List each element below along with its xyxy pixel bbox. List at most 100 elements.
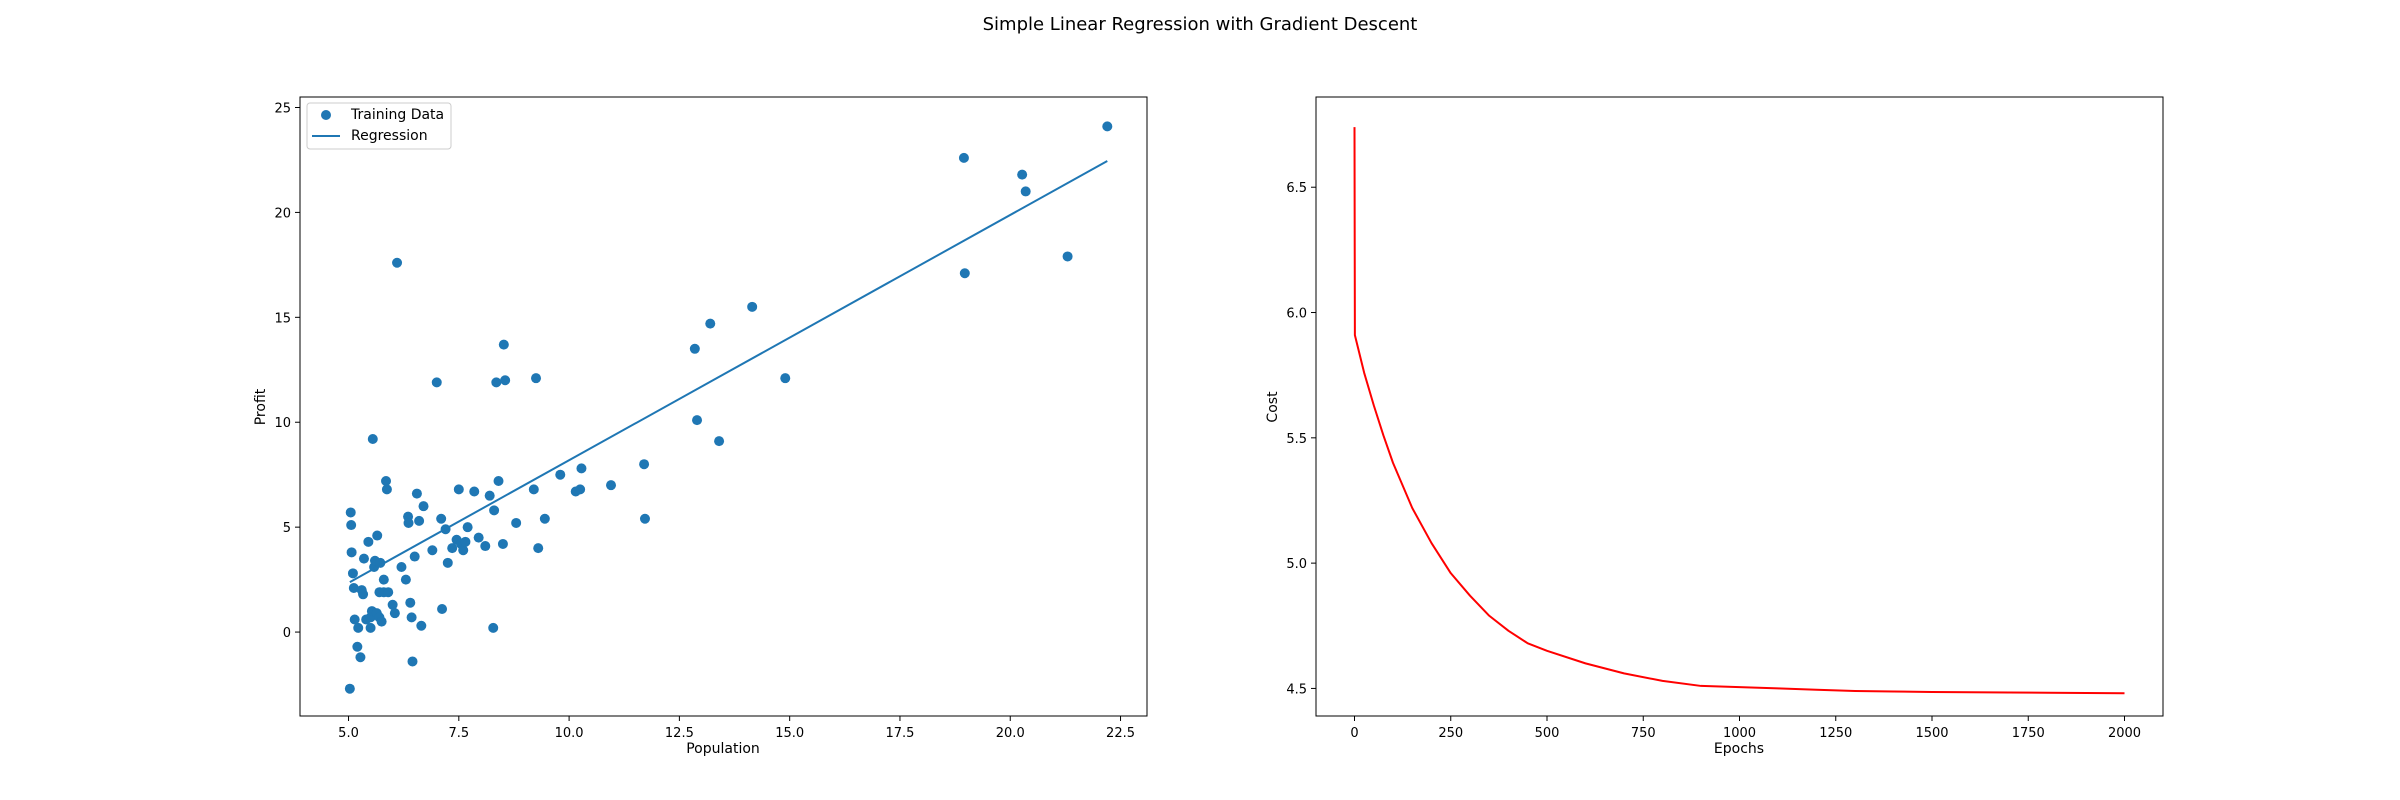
right-y-tick-label: 6.5 [1286,181,1307,196]
data-point [358,589,369,600]
left-y-tick-label: 5 [283,521,291,536]
data-point [345,507,356,518]
data-point [431,377,442,388]
data-point [367,434,378,445]
data-point [1017,169,1028,180]
right-data-marks [1353,127,2125,695]
data-point [1102,121,1113,132]
legend-label-training-data: Training Data [350,107,444,123]
data-point [378,574,389,585]
data-point [447,543,458,554]
data-point [383,587,394,598]
right-y-tick-label: 5.5 [1286,432,1307,447]
data-point [689,343,700,354]
right-x-tick-label: 500 [1535,726,1560,741]
right-y-tick-label: 6.0 [1286,307,1307,322]
scatter-regression-plot: 5.0 7.5 10.0 12.5 15.0 17.5 20.0 22.5 0 5 10 15 20 2… [253,96,1148,757]
data-point [372,530,383,541]
right-y-axis-label: Cost [1265,391,1281,423]
data-point [705,318,716,329]
data-point [411,488,422,499]
left-x-tick-label: 20.0 [996,726,1025,741]
data-point [473,532,484,543]
data-point [347,568,358,579]
left-y-axis-label: Profit [253,388,269,425]
legend: Training Data Regression [306,102,452,150]
left-y-tick-label: 25 [274,101,291,116]
left-x-tick-label: 5.0 [338,726,359,741]
data-point [348,583,359,594]
data-point [576,463,587,474]
data-point [714,436,725,447]
data-point [358,553,369,564]
data-point [500,375,511,386]
left-x-axis-label: Population [686,741,760,757]
left-x-tick-label: 17.5 [885,726,914,741]
data-point [365,622,376,633]
data-point [533,543,544,554]
left-y-tick-label: 15 [274,311,291,326]
right-axes-frame [1315,96,2164,717]
data-point [747,301,758,312]
legend-scatter-marker [321,110,331,120]
right-x-tick-label: 1500 [1915,726,1948,741]
data-point [353,622,364,633]
left-axes-frame [299,96,1148,717]
data-point [442,557,453,568]
data-point [575,484,586,495]
data-point [453,484,464,495]
data-point [346,520,357,531]
left-data-marks [344,121,1113,694]
right-x-tick-label: 0 [1350,726,1358,741]
data-point [511,517,522,528]
data-point [346,547,357,558]
right-x-tick-label: 1000 [1723,726,1756,741]
data-point [406,612,417,623]
data-point [375,557,386,568]
data-point [409,551,420,562]
data-point [639,513,650,524]
data-point [555,469,566,480]
data-point [692,415,703,426]
data-point [497,538,508,549]
right-y-ticks: 4.5 5.0 5.5 6.0 6.5 [1286,181,1316,697]
cost-curve [1353,127,2125,695]
data-point [531,373,542,384]
data-point [405,597,416,608]
data-point [349,614,360,625]
left-y-tick-label: 0 [283,626,291,641]
data-point [639,459,650,470]
data-point [376,616,387,627]
data-point [363,536,374,547]
cost-curve-plot: 0 250 500 750 1000 1250 1500 1750 2000 4.5 5.0 5.5… [1265,96,2164,757]
data-point [488,622,499,633]
data-point [958,152,969,163]
legend-frame [306,102,452,150]
right-x-tick-label: 750 [1631,726,1656,741]
data-point [381,484,392,495]
data-point [1062,251,1073,262]
data-point [427,545,438,556]
data-point [489,505,500,516]
data-point [462,522,473,533]
data-point [414,515,425,526]
legend-label-regression: Regression [351,128,428,144]
data-point [780,373,791,384]
data-point [387,599,398,610]
data-point [416,620,427,631]
data-point [355,652,366,663]
data-point [528,484,539,495]
right-x-tick-label: 1250 [1819,726,1852,741]
data-point [539,513,550,524]
data-point [480,541,491,552]
left-y-ticks: 0 5 10 15 20 25 [274,101,300,641]
left-x-tick-label: 7.5 [448,726,469,741]
figure-title: Simple Linear Regression with Gradient D… [983,14,1418,35]
right-x-tick-label: 250 [1438,726,1463,741]
data-point [959,268,970,279]
data-point [606,480,617,491]
left-y-tick-label: 10 [274,416,291,431]
data-point [484,490,495,501]
